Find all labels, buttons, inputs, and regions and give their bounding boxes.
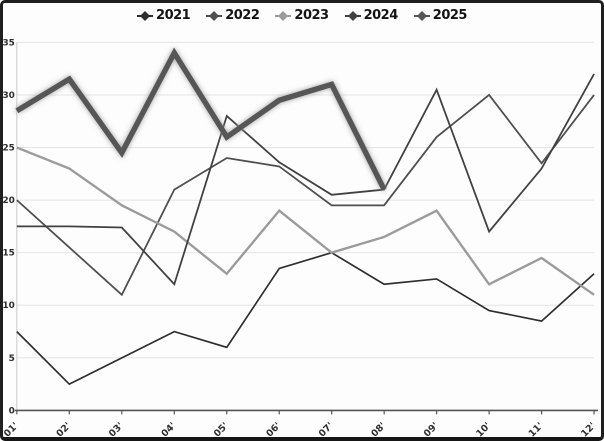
- legend-label-2024: 2024: [363, 8, 399, 23]
- x-tick-label-3: 04': [159, 421, 178, 437]
- series-line-2025: [15, 47, 387, 191]
- y-tick-label-15: 15: [3, 249, 15, 259]
- diamond-marker-icon: [413, 10, 430, 21]
- series-line-2023: [16, 146, 595, 296]
- y-tick-label-35: 35: [3, 38, 15, 48]
- legend: 2021 2022 2023 2024 2025: [3, 8, 601, 23]
- legend-label-2023: 2023: [294, 8, 329, 23]
- legend-item-2024: 2024: [344, 8, 399, 23]
- y-tick-label-20: 20: [3, 196, 15, 206]
- series-line-2022: [16, 93, 595, 297]
- plot-svg: 0 5 10 15 20 25 30 35 01' 02' 03' 04' 05' 06' 07' 08' 09…: [3, 38, 598, 437]
- y-tick-label-30: 30: [3, 91, 15, 101]
- x-tick-label-6: 07': [317, 421, 336, 437]
- legend-item-2022: 2022: [206, 8, 260, 23]
- y-tick-label-0: 0: [9, 406, 15, 416]
- series-line-2024: [16, 73, 595, 286]
- legend-label-2025: 2025: [432, 8, 468, 23]
- x-tick-label-9: 10': [474, 421, 493, 437]
- legend-label-2021: 2021: [156, 8, 191, 23]
- x-tick-label-8: 09': [422, 421, 441, 437]
- x-tick-label-5: 06': [264, 421, 283, 437]
- series-line-2021: [16, 251, 595, 386]
- diamond-marker-icon: [275, 10, 292, 21]
- x-tick-label-10: 11': [527, 421, 546, 437]
- x-tick-label-1: 02': [54, 421, 73, 437]
- diamond-marker-icon: [137, 10, 154, 21]
- legend-label-2022: 2022: [225, 8, 260, 23]
- x-tick-label-11: 12': [579, 421, 598, 437]
- y-tick-label-10: 10: [3, 301, 15, 311]
- x-tick-label-7: 08': [369, 421, 388, 437]
- y-tick-label-5: 5: [9, 354, 15, 364]
- diamond-marker-icon: [344, 10, 361, 21]
- legend-item-2025: 2025: [413, 8, 468, 23]
- x-tick-label-4: 05': [212, 421, 231, 437]
- x-tick-label-0: 01': [3, 421, 21, 437]
- legend-item-2023: 2023: [275, 8, 329, 23]
- legend-item-2021: 2021: [137, 8, 191, 23]
- y-tick-label-25: 25: [3, 143, 15, 153]
- x-tick-label-2: 03': [107, 421, 126, 437]
- diamond-marker-icon: [206, 10, 223, 21]
